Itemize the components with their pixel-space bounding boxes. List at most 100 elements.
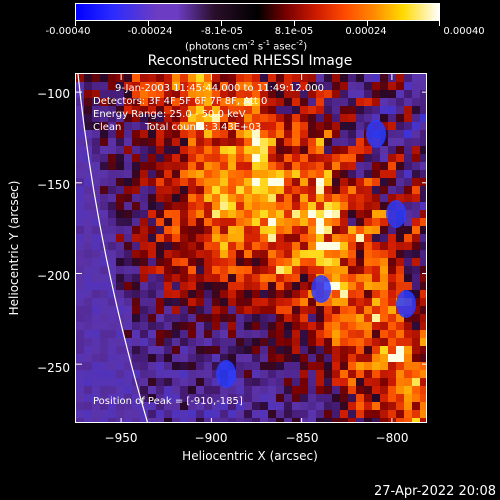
heatmap-cell [388,298,396,306]
heatmap-cell [84,306,92,314]
heatmap-cell [284,130,292,138]
heatmap-cell [372,322,380,330]
heatmap-cell [260,234,268,242]
heatmap-cell [116,234,124,242]
heatmap-cell [84,162,92,170]
heatmap-cell [260,210,268,218]
heatmap-cell [204,218,212,226]
heatmap-cell [172,98,180,106]
heatmap-cell [132,258,140,266]
heatmap-cell [356,250,364,258]
heatmap-cell [124,202,132,210]
heatmap-cell [140,322,148,330]
heatmap-cell [132,98,140,106]
heatmap-cell [252,322,260,330]
heatmap-cell [84,314,92,322]
heatmap-cell [156,370,164,378]
heatmap-cell [276,170,284,178]
heatmap-cell [196,354,204,362]
heatmap-cell [412,146,420,154]
heatmap-cell [92,114,100,122]
heatmap-cell [228,90,236,98]
heatmap-cell [212,162,220,170]
heatmap-cell [356,90,364,98]
heatmap-cell [260,338,268,346]
heatmap-cell [316,226,324,234]
heatmap-cell [396,194,404,202]
heatmap-cell [196,258,204,266]
heatmap-cell [204,274,212,282]
heatmap-cell [324,90,332,98]
heatmap-cell [364,298,372,306]
heatmap-cell [124,250,132,258]
heatmap-cell [356,162,364,170]
heatmap-cell [236,402,244,410]
heatmap-cell [236,330,244,338]
heatmap-cell [252,138,260,146]
heatmap-cell [356,82,364,90]
heatmap-cell [156,410,164,418]
heatmap-cell [364,418,372,422]
heatmap-cell [100,98,108,106]
heatmap-cell [92,194,100,202]
heatmap-cell [140,306,148,314]
heatmap-cell [380,202,388,210]
heatmap-cell [340,394,348,402]
heatmap-cell [284,418,292,422]
heatmap-cell [156,74,164,82]
heatmap-cell [412,194,420,202]
heatmap-cell [156,322,164,330]
heatmap-cell [236,386,244,394]
heatmap-cell [364,394,372,402]
heatmap-cell [244,98,252,106]
heatmap-cell [284,314,292,322]
heatmap-cell [116,362,124,370]
heatmap-cell [236,242,244,250]
heatmap-cell [396,346,404,354]
heatmap-cell [84,402,92,410]
heatmap-cell [260,242,268,250]
heatmap-cell [108,234,116,242]
heatmap-cell [236,178,244,186]
heatmap-cell [100,210,108,218]
heatmap-cell [348,130,356,138]
heatmap-cell [108,98,116,106]
heatmap-cell [228,330,236,338]
heatmap-cell [332,242,340,250]
heatmap-cell [388,114,396,122]
heatmap-cell [404,266,412,274]
y-tick-label: −200 [37,269,70,283]
heatmap-cell [156,330,164,338]
heatmap-cell [380,98,388,106]
heatmap-cell [244,346,252,354]
heatmap-cell [268,322,276,330]
heatmap-cell [228,322,236,330]
heatmap-cell [204,154,212,162]
heatmap-cell [92,210,100,218]
heatmap-cell [340,226,348,234]
heatmap-cell [300,242,308,250]
heatmap-cell [244,338,252,346]
heatmap-cell [100,218,108,226]
heatmap-cell [348,162,356,170]
heatmap-cell [188,82,196,90]
heatmap-cell [316,138,324,146]
heatmap-cell [420,402,426,410]
heatmap-cell [268,122,276,130]
heatmap-cell [292,386,300,394]
heatmap-cell [340,90,348,98]
heatmap-cell [196,346,204,354]
heatmap-cell [164,274,172,282]
heatmap-cell [316,106,324,114]
heatmap-cell [140,218,148,226]
heatmap-cell [188,258,196,266]
heatmap-cell [156,194,164,202]
heatmap-cell [196,130,204,138]
heatmap-cell [156,242,164,250]
heatmap-cell [148,394,156,402]
heatmap-cell [76,82,84,90]
heatmap-cell [268,194,276,202]
heatmap-cell [308,210,316,218]
heatmap-cell [212,418,220,422]
heatmap-cell [316,322,324,330]
